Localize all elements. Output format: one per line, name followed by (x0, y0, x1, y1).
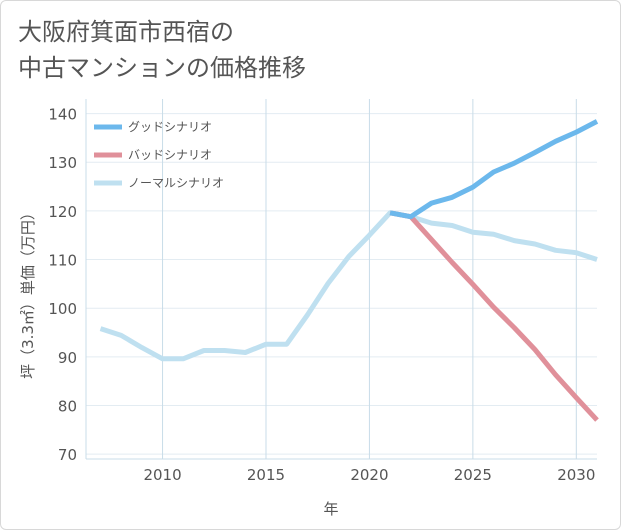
legend-label-2: バッドシナリオ (128, 148, 212, 162)
y-tick-label: 130 (48, 154, 77, 172)
y-tick-label: 140 (48, 106, 77, 124)
y-tick-label: 90 (58, 349, 77, 367)
x-tick-label: 2025 (454, 466, 492, 484)
x-tick-label: 2015 (247, 466, 285, 484)
y-tick-label: 120 (48, 203, 77, 221)
series-line-1 (389, 119, 599, 220)
y-tick-labels: 70 80 90 100 110 120 130 140 (48, 106, 77, 465)
x-tick-label: 2010 (143, 466, 181, 484)
plot-border (85, 99, 597, 460)
series-line-2 (389, 210, 599, 422)
y-tick-label: 100 (48, 300, 77, 318)
y-tick-label: 70 (58, 446, 77, 464)
y-tick-label: 80 (58, 397, 77, 415)
series-line-3 (99, 210, 598, 362)
title-line-2: 中古マンションの価格推移 (18, 54, 306, 82)
chart-title: 大阪府箕面市西宿の 中古マンションの価格推移 (18, 14, 306, 86)
y-axis-label: 坪（3.3㎡）単価（万円） (19, 205, 37, 379)
y-tick-label: 110 (48, 252, 77, 270)
legend-label-1: グッドシナリオ (128, 120, 212, 134)
x-tick-labels: 2010 2015 2020 2025 2030 (143, 466, 595, 484)
x-axis-label: 年 (323, 500, 338, 518)
title-line-1: 大阪府箕面市西宿の (18, 18, 234, 46)
x-tick-label: 2020 (350, 466, 388, 484)
legend-label-3: ノーマルシナリオ (128, 176, 224, 190)
series-lines (99, 119, 599, 422)
x-tick-label: 2030 (557, 466, 595, 484)
